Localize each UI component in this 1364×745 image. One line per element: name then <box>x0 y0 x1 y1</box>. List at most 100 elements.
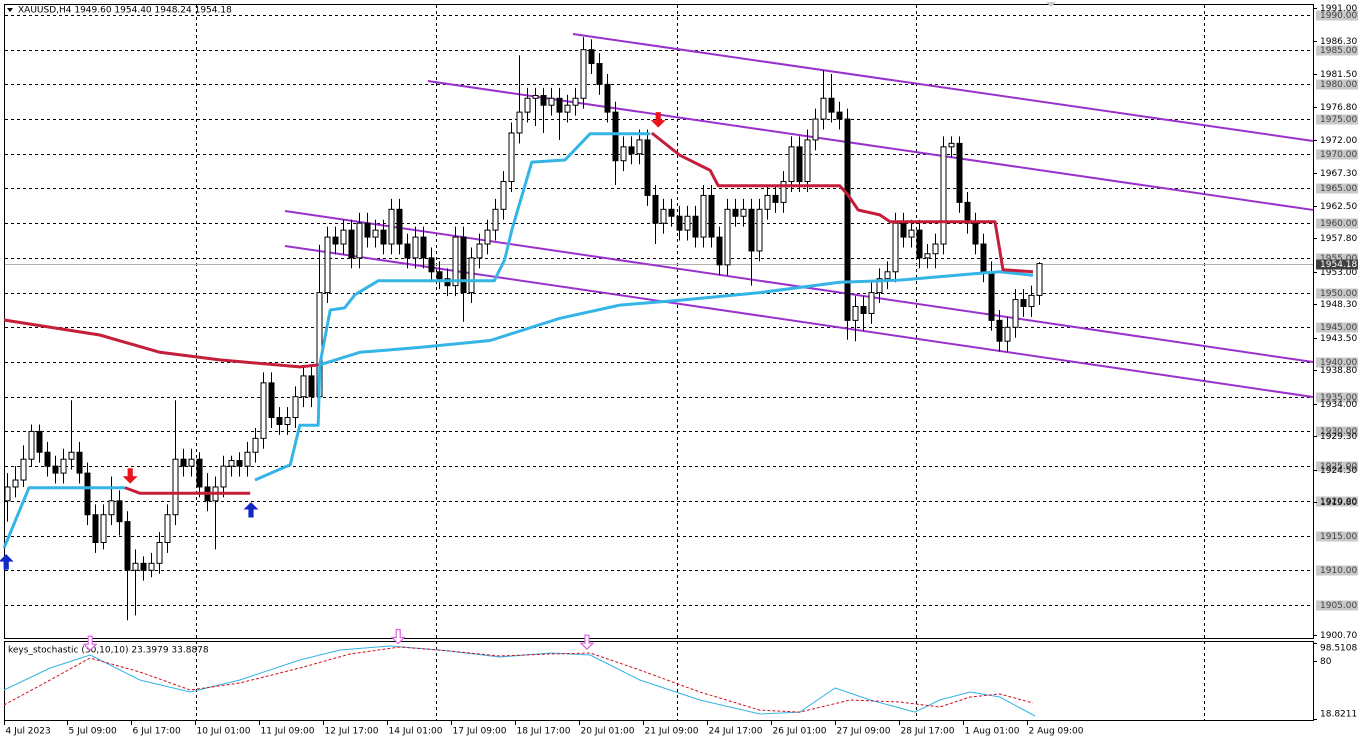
candle-body <box>972 222 979 245</box>
indicator-line <box>124 486 251 495</box>
candle-body <box>740 208 747 217</box>
candle-body <box>428 257 435 273</box>
x-tick-label: 12 Jul 17:00 <box>325 727 379 737</box>
candle-body <box>852 305 859 321</box>
candle-body <box>372 229 379 238</box>
x-tick-label: 11 Jul 09:00 <box>261 727 315 737</box>
y-tick-label: 1953.00 <box>1320 268 1357 278</box>
candle-body <box>940 146 947 245</box>
candle-body <box>4 486 11 502</box>
candle-body <box>820 97 827 120</box>
candle-body <box>244 451 251 467</box>
menu-marker <box>7 8 13 12</box>
candle-body <box>724 208 731 266</box>
candle-body <box>300 375 307 398</box>
candle-body <box>308 375 315 398</box>
y-tick-label: 18.8211 <box>1320 710 1357 720</box>
signal-arrow <box>390 628 406 645</box>
candle-body <box>156 541 163 564</box>
x-tick-label: 5 Jul 09:00 <box>69 727 118 737</box>
candle-body <box>556 97 563 113</box>
level-label: 1935.00 <box>1320 393 1357 403</box>
signal-arrow <box>579 634 595 651</box>
candle-body <box>1028 294 1035 307</box>
signal-arrow <box>82 635 98 652</box>
candle-body <box>844 118 851 321</box>
candle-body <box>628 146 635 155</box>
x-tick-label: 17 Jul 09:00 <box>453 727 507 737</box>
candle-body <box>492 208 499 231</box>
channel-line <box>572 32 1314 142</box>
candle-body <box>332 236 339 245</box>
candle-body <box>1036 263 1043 296</box>
signal-arrow <box>650 112 666 128</box>
candle-body <box>884 271 891 280</box>
candle-body <box>860 305 867 314</box>
y-tick-label: 1900.70 <box>1320 631 1357 641</box>
level-label: 1925.00 <box>1320 462 1357 472</box>
x-tick-label: 1 Aug 01:00 <box>965 727 1020 737</box>
candle-body <box>620 146 627 162</box>
level-label: 1980.00 <box>1320 80 1357 90</box>
stochastic-line <box>3 645 1036 717</box>
candle-body <box>500 181 507 210</box>
candle-body <box>700 194 707 238</box>
candle-body <box>668 208 675 217</box>
candle-body <box>420 236 427 259</box>
candle-body <box>188 458 195 467</box>
y-tick-label: 1986.30 <box>1320 37 1357 47</box>
x-tick-label: 28 Jul 17:00 <box>901 727 955 737</box>
bid-label: 1954.18 <box>1320 260 1357 270</box>
level-box <box>1316 357 1358 368</box>
level-label: 1985.00 <box>1320 46 1357 56</box>
level-label: 1920.00 <box>1320 497 1357 507</box>
candle-body <box>836 111 843 120</box>
y-tick-label: 1962.50 <box>1320 202 1357 212</box>
candle-body <box>380 229 387 245</box>
signal-arrow <box>243 502 259 518</box>
candle-body <box>236 460 243 467</box>
indicator-title: keys_stochastic (30,10,10) 23.3979 33.88… <box>8 646 209 656</box>
candle-body <box>124 521 131 571</box>
level-label: 1905.00 <box>1320 601 1357 611</box>
candle-body <box>868 292 875 314</box>
x-tick-label: 27 Jul 09:00 <box>837 727 891 737</box>
candle-body <box>148 562 155 571</box>
level-label: 1915.00 <box>1320 532 1357 542</box>
candle-body <box>804 139 811 183</box>
candle-body <box>996 319 1003 342</box>
shift-marker <box>1046 2 1056 7</box>
level-label: 1955.00 <box>1320 254 1357 264</box>
y-tick-label: 1938.80 <box>1320 366 1357 376</box>
indicator-pane <box>4 641 1314 721</box>
candle-body <box>452 236 459 287</box>
candle-body <box>588 49 595 65</box>
candle-body <box>404 243 411 259</box>
y-tick-label: 1943.50 <box>1320 334 1357 344</box>
y-tick-label: 98.5108 <box>1320 644 1357 654</box>
candle-body <box>508 132 515 183</box>
candle-body <box>564 104 571 113</box>
candle-body <box>260 382 267 439</box>
indicator-line <box>3 318 320 369</box>
level-label: 1990.00 <box>1320 11 1357 21</box>
candle-body <box>932 243 939 255</box>
candle-body <box>252 437 259 453</box>
signal-arrow <box>122 468 138 484</box>
candle-body <box>396 208 403 245</box>
candle-body <box>676 215 683 231</box>
level-box <box>1316 426 1358 437</box>
level-box <box>1316 183 1358 194</box>
candle-body <box>828 97 835 113</box>
level-label: 1960.00 <box>1320 219 1357 229</box>
candle-body <box>276 417 283 425</box>
candle-body <box>476 243 483 259</box>
candle-body <box>756 208 763 252</box>
candle-body <box>644 139 651 196</box>
candle-body <box>796 146 803 183</box>
chart-title: XAUUSD,H4 1949.60 1954.40 1948.24 1954.1… <box>18 6 232 16</box>
level-label: 1965.00 <box>1320 184 1357 194</box>
candle-body <box>100 514 107 543</box>
level-box <box>1316 322 1358 333</box>
y-tick-label: 1924.50 <box>1320 466 1357 476</box>
